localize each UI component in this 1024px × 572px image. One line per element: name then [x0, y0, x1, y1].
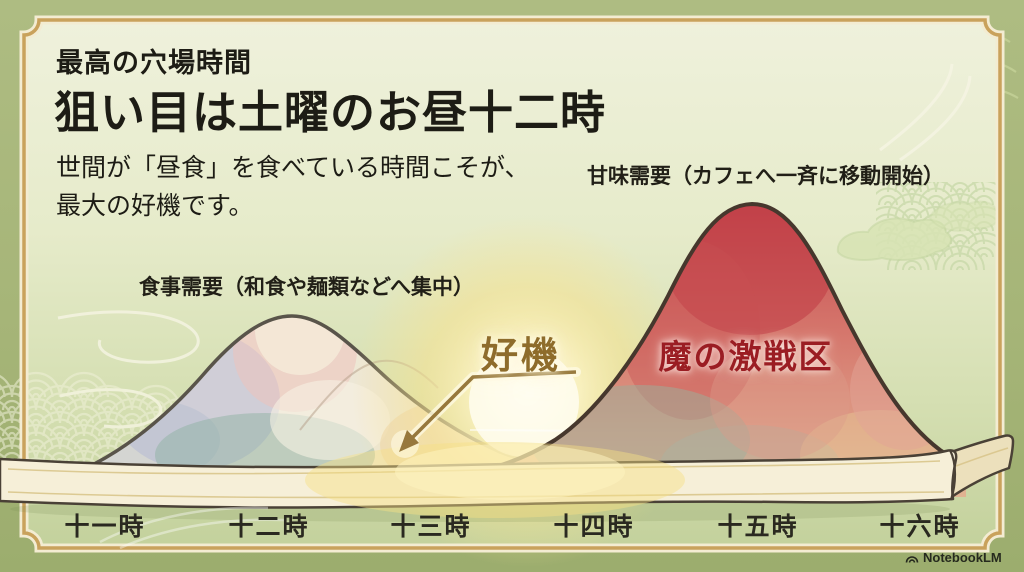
- x-tick-12: 十二時: [228, 514, 310, 541]
- decorative-frame: [19, 15, 1005, 553]
- watermark-label: NotebookLM: [923, 550, 1002, 565]
- x-tick-14: 十四時: [553, 514, 635, 541]
- opportunity-annotation: 好機: [481, 336, 561, 377]
- timeline-ribbon: [0, 434, 1015, 522]
- watermark: NotebookLM: [905, 550, 1002, 565]
- sweets-demand-label: 甘味需要（カフェへ一斉に移動開始）: [587, 164, 944, 188]
- battle-zone-annotation: 魔の激戦区: [658, 340, 834, 376]
- notebooklm-logo-icon: [905, 555, 919, 563]
- kicker-title: 最高の穴場時間: [56, 48, 252, 78]
- intro-text: 世間が「昼食」を食べている時間こそが、 最大の好機です。: [56, 150, 530, 226]
- intro-line-2: 最大の好機です。: [56, 193, 254, 220]
- under-ribbon-swirls: [99, 506, 285, 550]
- x-tick-16: 十六時: [879, 514, 961, 541]
- opportunity-arrow: [391, 367, 581, 458]
- meal-demand-label: 食事需要（和食や麺類などへ集中）: [139, 275, 474, 299]
- x-tick-15: 十五時: [717, 514, 799, 541]
- mist-cloud: [836, 200, 999, 261]
- x-tick-13: 十三時: [390, 514, 472, 541]
- page-title: 狙い目は土曜のお昼十二時: [54, 88, 607, 138]
- x-tick-11: 十一時: [64, 514, 146, 541]
- intro-line-1: 世間が「昼食」を食べている時間こそが、: [56, 155, 530, 182]
